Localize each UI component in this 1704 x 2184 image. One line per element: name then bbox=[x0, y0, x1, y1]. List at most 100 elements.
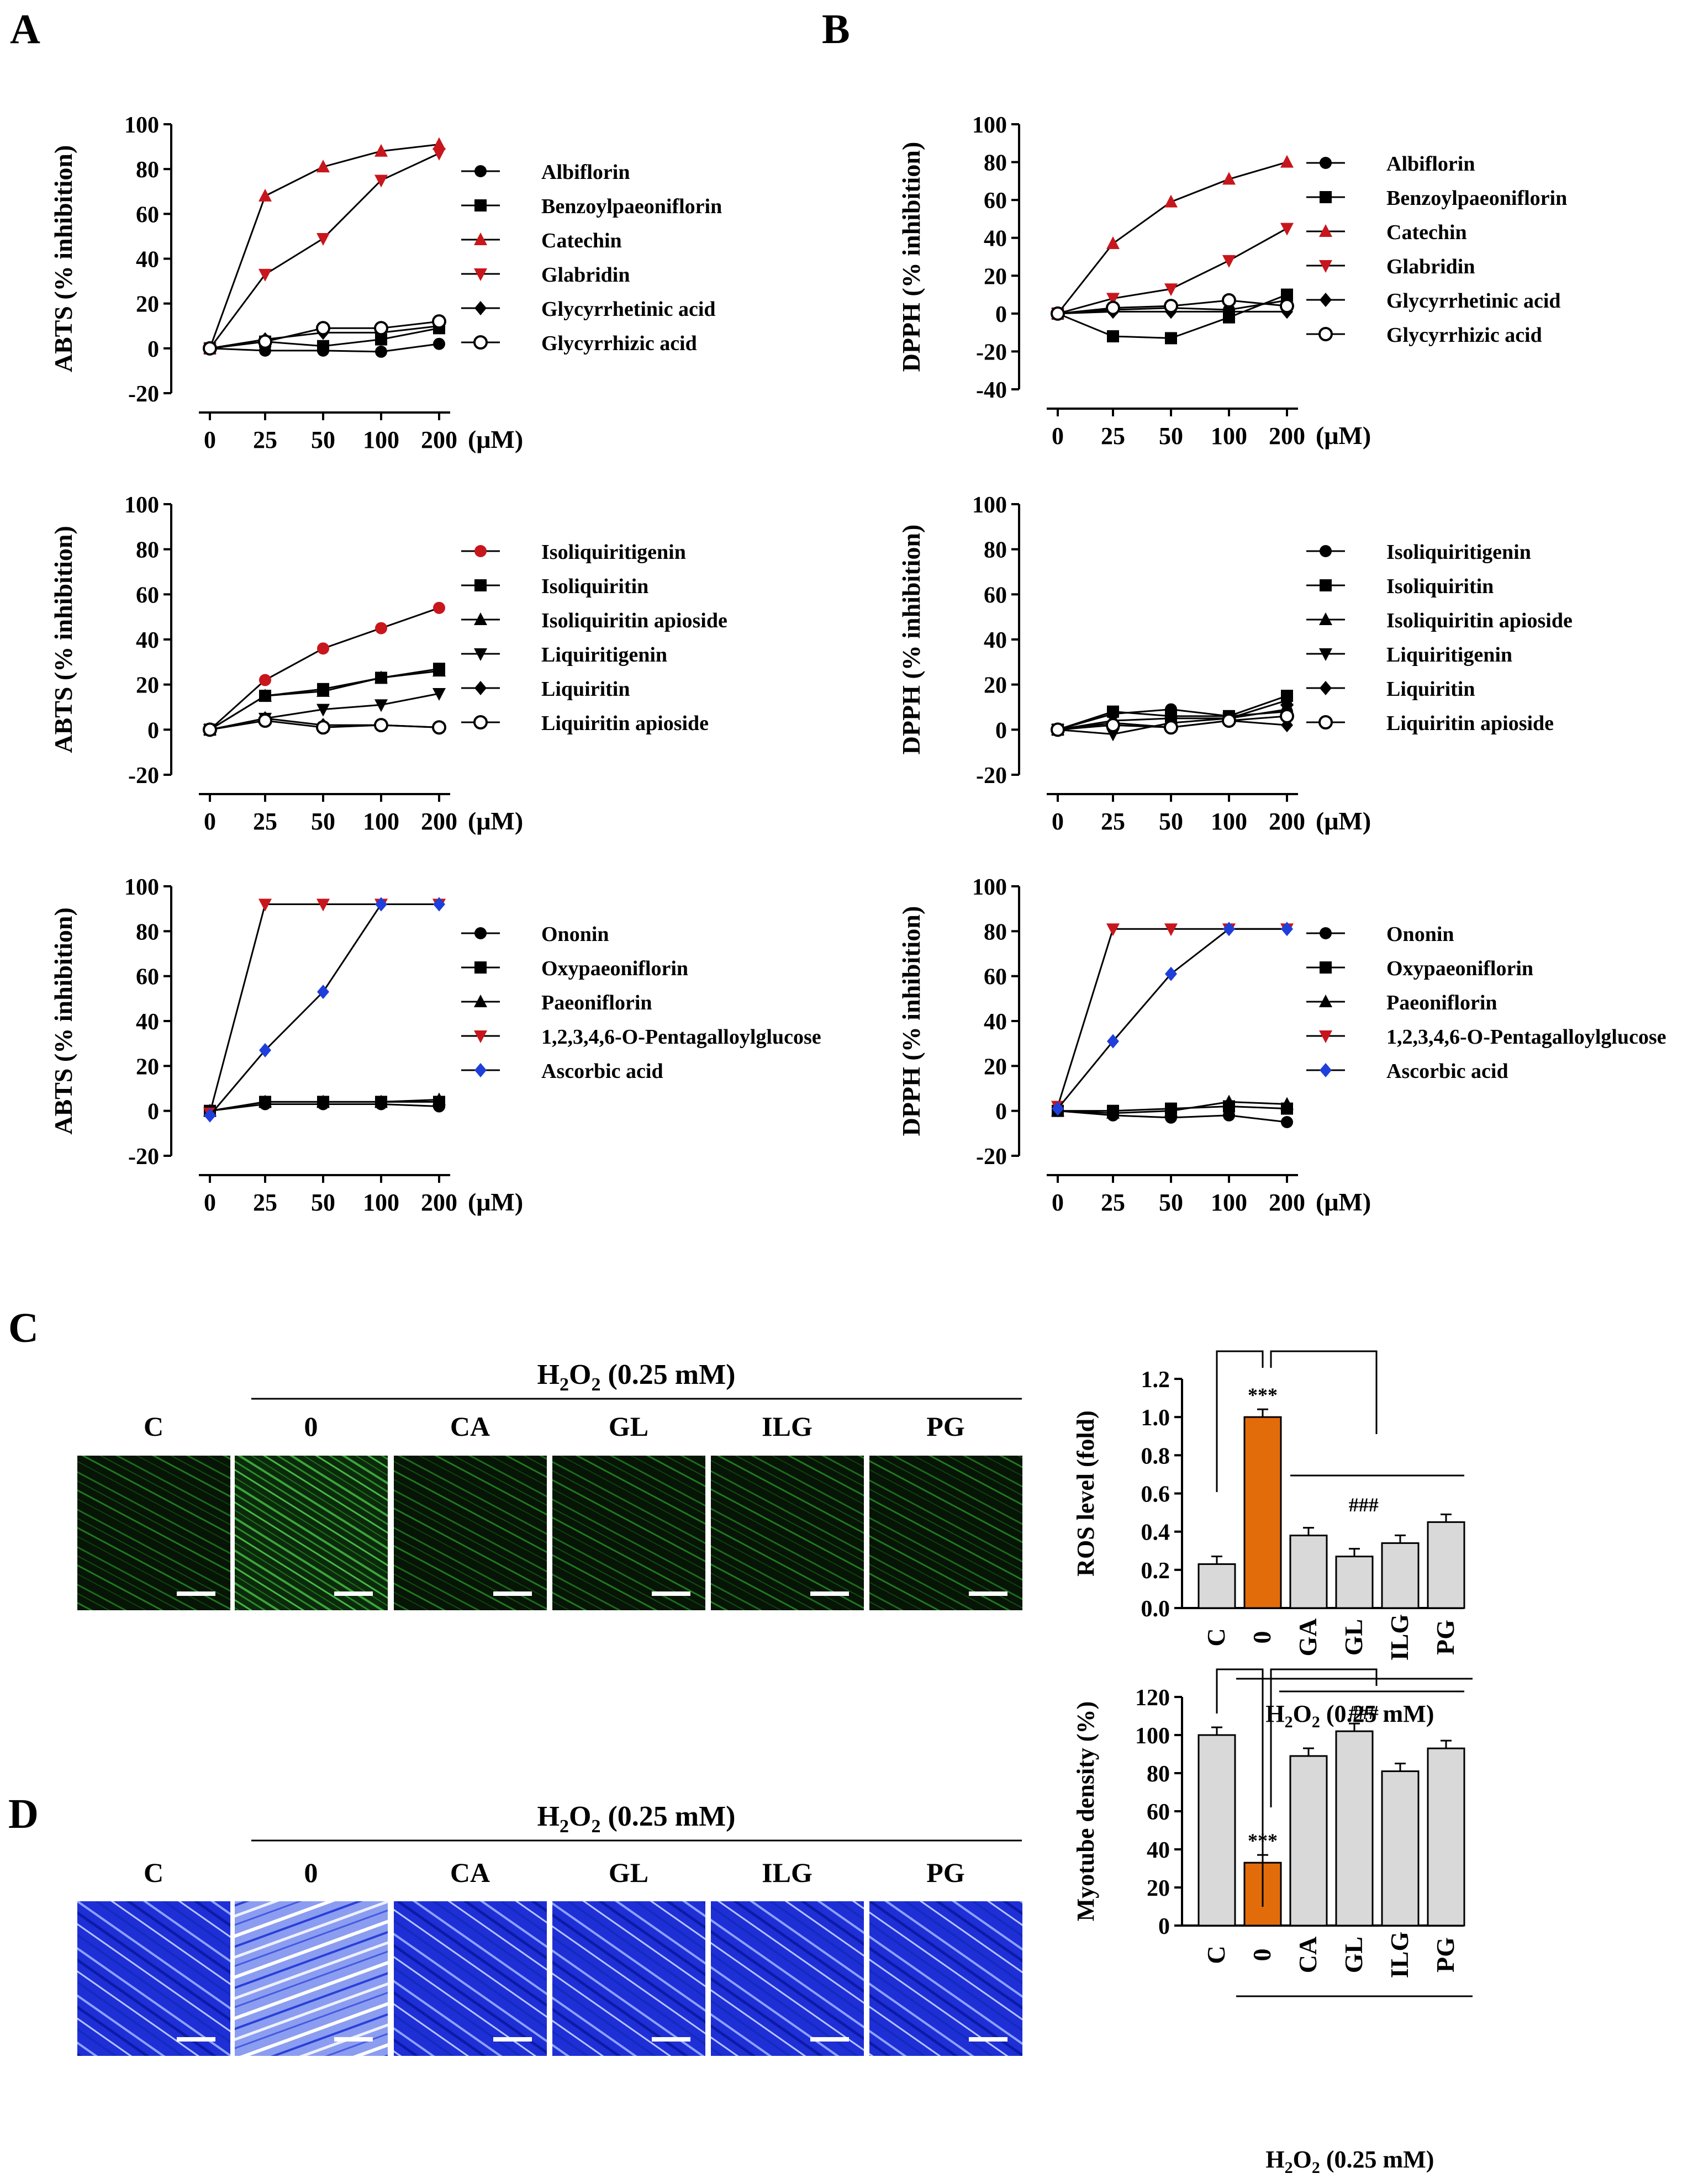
data-point bbox=[204, 1108, 216, 1123]
data-point bbox=[203, 341, 217, 356]
data-point bbox=[374, 321, 388, 336]
data-point bbox=[258, 1094, 272, 1108]
y-tick-label: -20 bbox=[128, 1144, 159, 1170]
data-point bbox=[1165, 966, 1177, 981]
series-line bbox=[1057, 928, 1287, 1109]
data-point bbox=[259, 674, 271, 686]
y-tick-label: -20 bbox=[976, 763, 1007, 789]
legend-marker bbox=[1320, 1063, 1332, 1077]
y-tick-label: -20 bbox=[976, 1144, 1007, 1170]
treatment-group-label: H2O2 (0.25 mM) bbox=[1265, 1700, 1434, 1731]
y-axis-label: ABTS (% inhibition) bbox=[49, 145, 77, 373]
panel-c-micrographs: H2O2 (0.25 mM) C 0 CA GL ILG PG bbox=[77, 1359, 1022, 1610]
legend-label: Liquiritin apioside bbox=[541, 712, 709, 735]
x-tick-label: 0 bbox=[204, 426, 216, 453]
micrograph-label: CA bbox=[450, 1857, 490, 1888]
x-tick-label: 25 bbox=[1101, 1189, 1125, 1216]
data-point bbox=[258, 898, 272, 912]
micrograph-image bbox=[394, 1901, 547, 2056]
y-tick-label: 80 bbox=[136, 157, 159, 183]
x-tick-label: 100 bbox=[1211, 422, 1247, 450]
x-tick-label: GL bbox=[1339, 1937, 1368, 1973]
legend-marker bbox=[473, 715, 488, 729]
data-point bbox=[1164, 923, 1178, 937]
panel-label-a: A bbox=[10, 6, 40, 52]
y-tick-label: 0.6 bbox=[1141, 1482, 1170, 1508]
micrograph-image bbox=[711, 1456, 864, 1610]
comparison-bracket bbox=[1270, 1350, 1378, 1434]
y-tick-label: -20 bbox=[128, 763, 159, 789]
bar bbox=[1381, 1542, 1420, 1609]
data-point bbox=[316, 160, 330, 173]
legend-marker bbox=[1320, 191, 1332, 203]
legend-label: Ascorbic acid bbox=[1386, 1060, 1508, 1083]
legend-marker bbox=[1320, 293, 1332, 307]
y-axis-label: ABTS (% inhibition) bbox=[49, 907, 77, 1135]
x-unit-label: (μM) bbox=[468, 1188, 523, 1216]
data-point bbox=[1051, 306, 1065, 321]
legend-label: Ononin bbox=[1386, 923, 1454, 946]
y-tick-label: 0 bbox=[147, 718, 159, 743]
legend-label: Benzoylpaeoniflorin bbox=[541, 195, 722, 218]
micrograph-label: CA bbox=[450, 1411, 490, 1442]
legend-label: Paeoniflorin bbox=[1386, 991, 1497, 1014]
data-point bbox=[1222, 713, 1236, 728]
legend-marker bbox=[474, 927, 487, 939]
bar-charts: 0.0 0.2 0.4 0.6 0.8 1.0 1.2 ROS level (fold) C 0 *… bbox=[1072, 1350, 1473, 2177]
legend-marker bbox=[474, 579, 487, 591]
data-point bbox=[316, 720, 330, 735]
data-point bbox=[433, 337, 445, 350]
data-point bbox=[375, 622, 387, 634]
y-tick-label: 1.2 bbox=[1141, 1367, 1170, 1393]
data-point bbox=[316, 1094, 330, 1108]
legend-marker bbox=[1319, 224, 1332, 237]
x-tick-label: 100 bbox=[1211, 1189, 1247, 1216]
legend-marker bbox=[474, 232, 487, 245]
legend-marker bbox=[1320, 681, 1332, 695]
data-point bbox=[432, 1092, 446, 1106]
y-tick-label: 60 bbox=[984, 583, 1007, 608]
legend-marker bbox=[1319, 612, 1332, 625]
data-point bbox=[374, 699, 388, 712]
panel-label-c: C bbox=[8, 1305, 39, 1351]
x-tick-label: 25 bbox=[1101, 808, 1125, 835]
panel-c-treatment-header: H2O2 (0.25 mM) bbox=[537, 1359, 736, 1395]
data-point bbox=[1106, 923, 1120, 937]
legend-marker bbox=[474, 612, 487, 625]
x-tick-label: ILG bbox=[1385, 1614, 1413, 1661]
y-axis-label: DPPH (% inhibition) bbox=[897, 525, 925, 755]
legend-label: Glycyrrhetinic acid bbox=[541, 298, 716, 321]
legend-label: Glycyrrhizic acid bbox=[541, 332, 697, 355]
legend-label: Glycyrrhizic acid bbox=[1386, 324, 1542, 347]
y-axis-label: ABTS (% inhibition) bbox=[49, 526, 77, 753]
y-tick-label: 0.2 bbox=[1141, 1558, 1170, 1584]
y-tick-label: 60 bbox=[984, 965, 1007, 990]
x-tick-label: 100 bbox=[363, 426, 399, 453]
series-line bbox=[209, 144, 440, 349]
data-point bbox=[1164, 1103, 1178, 1117]
x-tick-label: PG bbox=[1431, 1937, 1459, 1973]
micrograph-label: PG bbox=[926, 1857, 964, 1888]
data-point bbox=[316, 232, 330, 246]
legend-label: Liquiritin bbox=[541, 678, 630, 701]
data-point bbox=[316, 898, 330, 912]
y-axis-label: Myotube density (%) bbox=[1072, 1701, 1099, 1921]
data-point bbox=[316, 321, 330, 336]
y-tick-label: 0.4 bbox=[1141, 1520, 1170, 1546]
y-axis-label: ROS level (fold) bbox=[1072, 1410, 1099, 1577]
legend-marker bbox=[1320, 961, 1332, 974]
data-point bbox=[1106, 1106, 1120, 1119]
x-tick-label: 200 bbox=[1269, 808, 1305, 835]
x-tick-label: 100 bbox=[363, 1189, 399, 1216]
x-tick-label: 25 bbox=[253, 426, 277, 453]
data-point bbox=[1280, 1097, 1294, 1110]
legend-label: Oxypaeoniflorin bbox=[541, 957, 688, 980]
x-tick-label: 200 bbox=[421, 1189, 457, 1216]
legend-marker bbox=[474, 995, 487, 1007]
y-tick-label: 40 bbox=[984, 628, 1007, 653]
y-tick-label: 20 bbox=[984, 1054, 1007, 1080]
y-tick-label: 100 bbox=[124, 875, 159, 900]
x-tick-label: 0 bbox=[204, 1189, 216, 1216]
